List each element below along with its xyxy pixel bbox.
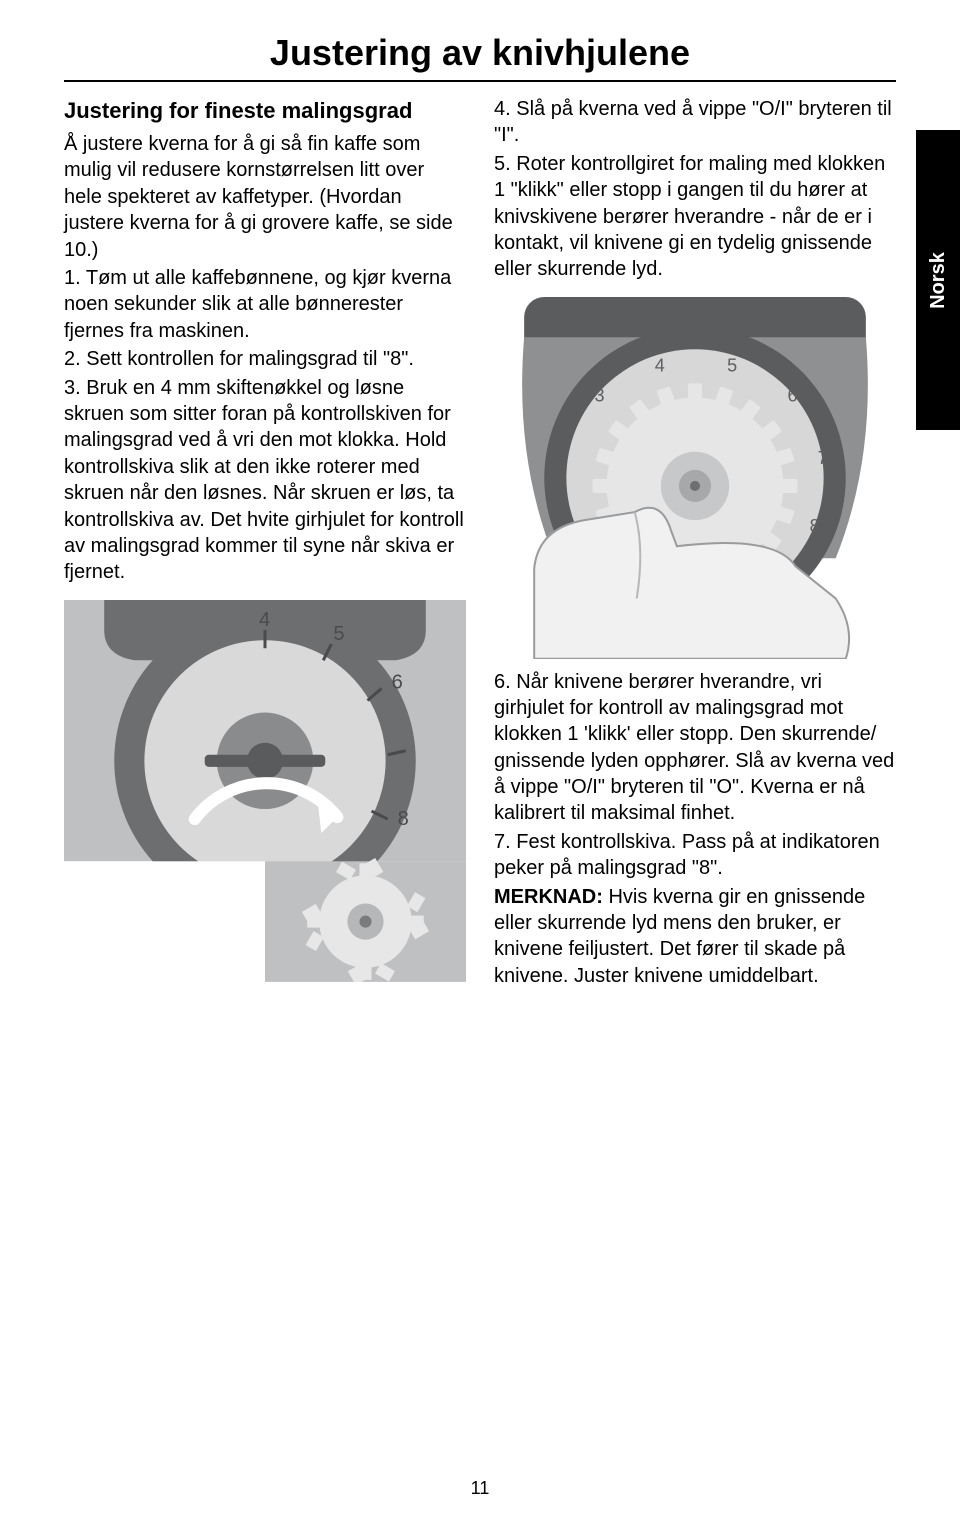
- step-7: 7. Fest kontrollskiva. Pass på at indika…: [494, 829, 896, 882]
- step-5: 5. Roter kontrollgiret for maling med kl…: [494, 151, 896, 283]
- dial-digit: 4: [259, 609, 270, 631]
- left-column: Justering for fineste malingsgrad Å just…: [64, 96, 466, 992]
- right-column: 4. Slå på kverna ved å vippe "O/I" bryte…: [494, 96, 896, 992]
- ring-digit: 8: [810, 516, 820, 536]
- step-4: 4. Slå på kverna ved å vippe "O/I" bryte…: [494, 96, 896, 149]
- ring-digit: 5: [727, 355, 737, 375]
- illustration-2: 3 4 5 6 7 8: [494, 297, 896, 659]
- columns: Justering for fineste malingsgrad Å just…: [64, 96, 896, 992]
- page-number: 11: [0, 1478, 960, 1499]
- language-tab: Norsk: [916, 130, 960, 430]
- ring-digit: 4: [655, 355, 665, 375]
- illustration-1: 4 5 6 8: [64, 600, 466, 982]
- left-intro: Å justere kverna for å gi så fin kaffe s…: [64, 131, 466, 263]
- step-6: 6. Når knivene berører hverandre, vri gi…: [494, 669, 896, 827]
- dial-digit: 8: [398, 808, 409, 830]
- dial-digit: 5: [333, 623, 344, 645]
- ring-digit: 7: [818, 448, 828, 468]
- language-tab-label: Norsk: [927, 252, 950, 309]
- ring-digit: 6: [787, 385, 797, 405]
- ring-digit: 3: [595, 385, 605, 405]
- note: MERKNAD: Hvis kverna gir en gnissende el…: [494, 884, 896, 990]
- step-1: 1. Tøm ut alle kaffebønnene, og kjør kve…: [64, 265, 466, 344]
- step-2: 2. Sett kontrollen for malingsgrad til "…: [64, 346, 466, 372]
- step-3: 3. Bruk en 4 mm skiftenøkkel og løsne sk…: [64, 375, 466, 586]
- dial-digit: 6: [392, 671, 403, 693]
- page-title: Justering av knivhjulene: [64, 32, 896, 74]
- note-label: MERKNAD:: [494, 886, 603, 908]
- left-subhead: Justering for fineste malingsgrad: [64, 96, 466, 125]
- title-rule: [64, 80, 896, 82]
